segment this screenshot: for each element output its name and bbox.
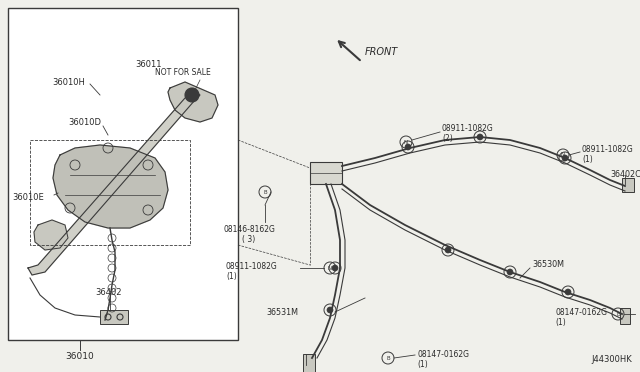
- Text: B: B: [263, 189, 267, 195]
- Circle shape: [188, 91, 196, 99]
- Bar: [8, 8, 238, 340]
- Text: N: N: [404, 140, 408, 144]
- Circle shape: [477, 134, 483, 140]
- Circle shape: [405, 144, 411, 150]
- Circle shape: [332, 265, 338, 271]
- Circle shape: [507, 269, 513, 275]
- Text: (1): (1): [582, 155, 593, 164]
- Bar: [620, 308, 630, 324]
- Text: 08911-1082G: 08911-1082G: [582, 145, 634, 154]
- Text: 08146-8162G: 08146-8162G: [223, 225, 275, 234]
- Polygon shape: [34, 220, 68, 250]
- Circle shape: [445, 247, 451, 253]
- Text: 36402: 36402: [95, 288, 122, 297]
- Text: 36010E: 36010E: [12, 193, 44, 202]
- Text: 08147-0162G: 08147-0162G: [555, 308, 607, 317]
- Circle shape: [562, 155, 568, 161]
- Text: 36010H: 36010H: [52, 78, 85, 87]
- Circle shape: [185, 88, 199, 102]
- Text: 08911-1082G: 08911-1082G: [442, 124, 493, 133]
- Polygon shape: [28, 92, 200, 275]
- Text: B: B: [616, 311, 620, 317]
- Text: (1): (1): [417, 360, 428, 369]
- Text: (2): (2): [442, 134, 452, 143]
- Text: (1): (1): [226, 272, 237, 281]
- Text: N: N: [328, 266, 332, 270]
- Text: N: N: [561, 153, 565, 157]
- Text: J44300HK: J44300HK: [591, 355, 632, 364]
- Circle shape: [565, 289, 571, 295]
- Text: FRONT: FRONT: [365, 47, 398, 57]
- Circle shape: [327, 307, 333, 313]
- Text: 36402C: 36402C: [610, 170, 640, 179]
- Bar: [30, 140, 190, 245]
- Text: 08911-1082G: 08911-1082G: [226, 262, 278, 271]
- Bar: [622, 178, 634, 192]
- Polygon shape: [53, 145, 168, 228]
- Polygon shape: [168, 82, 218, 122]
- Bar: [303, 354, 315, 372]
- Text: 36010: 36010: [66, 352, 94, 361]
- Bar: [100, 310, 128, 324]
- Text: ( 3): ( 3): [243, 235, 255, 244]
- Text: 36531M: 36531M: [266, 308, 298, 317]
- Text: 36530M: 36530M: [532, 260, 564, 269]
- Bar: [310, 162, 342, 184]
- Text: 36010D: 36010D: [68, 118, 101, 127]
- Text: (1): (1): [555, 318, 566, 327]
- Text: NOT FOR SALE: NOT FOR SALE: [155, 68, 211, 77]
- Text: 36011: 36011: [135, 60, 161, 69]
- Text: B: B: [386, 356, 390, 360]
- Text: 08147-0162G: 08147-0162G: [417, 350, 469, 359]
